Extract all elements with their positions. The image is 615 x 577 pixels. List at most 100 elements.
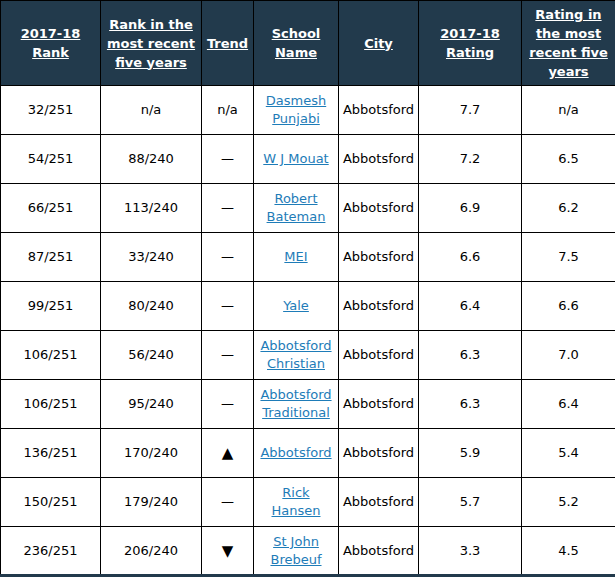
- cell-trend: —: [202, 478, 254, 527]
- cell-rating: 6.3: [419, 380, 522, 429]
- school-link[interactable]: Yale: [283, 298, 309, 313]
- cell-rating5: 6.6: [522, 282, 615, 331]
- cell-rating5: 4.5: [522, 527, 615, 576]
- school-link[interactable]: Abbotsford Christian: [260, 338, 331, 371]
- column-header-city[interactable]: City: [339, 1, 419, 86]
- cell-rating5: 6.2: [522, 184, 615, 233]
- cell-school: Dasmesh Punjabi: [254, 86, 339, 135]
- trend-flat-icon: —: [221, 249, 234, 264]
- cell-school: Yale: [254, 282, 339, 331]
- cell-city: Abbotsford: [339, 135, 419, 184]
- cell-city: Abbotsford: [339, 380, 419, 429]
- column-header-rank-recent[interactable]: Rank in the most recent five years: [101, 1, 202, 86]
- cell-city: Abbotsford: [339, 429, 419, 478]
- cell-rank5: 95/240: [101, 380, 202, 429]
- trend-flat-icon: —: [221, 151, 234, 166]
- cell-rating: 6.6: [419, 233, 522, 282]
- cell-rank: 54/251: [1, 135, 101, 184]
- cell-school: MEI: [254, 233, 339, 282]
- cell-trend: —: [202, 331, 254, 380]
- cell-rank: 106/251: [1, 331, 101, 380]
- table-row: 99/25180/240—YaleAbbotsford6.46.6: [1, 282, 615, 331]
- cell-rank: 87/251: [1, 233, 101, 282]
- cell-rank5: 56/240: [101, 331, 202, 380]
- cell-rating: 7.7: [419, 86, 522, 135]
- school-link[interactable]: W J Mouat: [263, 151, 328, 166]
- cell-trend: —: [202, 233, 254, 282]
- trend-flat-icon: —: [221, 347, 234, 362]
- cell-rating: 6.9: [419, 184, 522, 233]
- cell-school: W J Mouat: [254, 135, 339, 184]
- cell-city: Abbotsford: [339, 184, 419, 233]
- cell-rank5: 206/240: [101, 527, 202, 576]
- cell-trend: ▼: [202, 527, 254, 576]
- cell-school: Abbotsford Traditional: [254, 380, 339, 429]
- school-rankings-table: 2017-18 Rank Rank in the most recent fiv…: [0, 0, 615, 576]
- table-row: 106/25195/240 — Abbotsford TraditionalAbbo…: [1, 380, 615, 429]
- cell-rank5: 179/240: [101, 478, 202, 527]
- trend-up-icon: ▲: [222, 444, 234, 462]
- cell-rank5: 113/240: [101, 184, 202, 233]
- cell-city: Abbotsford: [339, 233, 419, 282]
- table-body: 32/251n/an/aDasmesh PunjabiAbbotsford7.7…: [1, 86, 615, 576]
- cell-rank5: n/a: [101, 86, 202, 135]
- cell-rank: 99/251: [1, 282, 101, 331]
- cell-city: Abbotsford: [339, 331, 419, 380]
- school-link[interactable]: Rick Hansen: [272, 485, 321, 518]
- cell-rating5: 7.5: [522, 233, 615, 282]
- cell-rating: 5.9: [419, 429, 522, 478]
- school-link[interactable]: Robert Bateman: [267, 191, 326, 224]
- cell-rating5: 5.2: [522, 478, 615, 527]
- column-header-rating[interactable]: 2017-18 Rating: [419, 1, 522, 86]
- cell-rating: 6.3: [419, 331, 522, 380]
- cell-rank5: 88/240: [101, 135, 202, 184]
- trend-flat-icon: —: [221, 396, 234, 411]
- cell-trend: —: [202, 135, 254, 184]
- column-header-rank[interactable]: 2017-18 Rank: [1, 1, 101, 86]
- table-row: 87/25133/240 — MEI Abbotsford6.67.5: [1, 233, 615, 282]
- school-rankings-page: 2017-18 Rank Rank in the most recent fiv…: [0, 0, 615, 577]
- cell-school: Abbotsford Christian: [254, 331, 339, 380]
- school-link[interactable]: Dasmesh Punjabi: [266, 93, 326, 126]
- school-link[interactable]: St John Brebeuf: [270, 534, 321, 567]
- cell-school: Robert Bateman: [254, 184, 339, 233]
- school-link[interactable]: Abbotsford Traditional: [260, 387, 331, 420]
- header-row: 2017-18 Rank Rank in the most recent fiv…: [1, 1, 615, 86]
- cell-trend: n/a: [202, 86, 254, 135]
- cell-rating5: n/a: [522, 86, 615, 135]
- cell-school: Rick Hansen: [254, 478, 339, 527]
- table-row: 32/251n/an/aDasmesh PunjabiAbbotsford7.7…: [1, 86, 615, 135]
- table-row: 106/25156/240 — Abbotsford ChristianAbbots…: [1, 331, 615, 380]
- school-link[interactable]: MEI: [284, 249, 307, 264]
- cell-rating: 6.4: [419, 282, 522, 331]
- table-row: 136/251170/240▲AbbotsfordAbbotsford5.95.…: [1, 429, 615, 478]
- cell-rating5: 6.4: [522, 380, 615, 429]
- cell-rank5: 170/240: [101, 429, 202, 478]
- cell-trend: ▲: [202, 429, 254, 478]
- trend-flat-icon: —: [221, 200, 234, 215]
- cell-rank: 150/251: [1, 478, 101, 527]
- cell-school: Abbotsford: [254, 429, 339, 478]
- cell-city: Abbotsford: [339, 527, 419, 576]
- table-row: 66/251113/240—Robert BatemanAbbotsford6.…: [1, 184, 615, 233]
- table-row: 54/25188/240—W J MouatAbbotsford7.26.5: [1, 135, 615, 184]
- cell-trend: —: [202, 282, 254, 331]
- column-header-rating-recent[interactable]: Rating in the most recent five years: [522, 1, 615, 86]
- trend-flat-icon: —: [221, 494, 234, 509]
- school-link[interactable]: Abbotsford: [260, 445, 331, 460]
- column-header-school-name[interactable]: School Name: [254, 1, 339, 86]
- cell-rating5: 6.5: [522, 135, 615, 184]
- cell-rank: 136/251: [1, 429, 101, 478]
- cell-city: Abbotsford: [339, 86, 419, 135]
- trend-flat-icon: —: [221, 298, 234, 313]
- column-header-trend[interactable]: Trend: [202, 1, 254, 86]
- table-row: 150/251179/240—Rick HansenAbbotsford5.75…: [1, 478, 615, 527]
- cell-rating: 5.7: [419, 478, 522, 527]
- table-header: 2017-18 Rank Rank in the most recent fiv…: [1, 1, 615, 86]
- cell-city: Abbotsford: [339, 282, 419, 331]
- trend-down-icon: ▼: [222, 542, 234, 560]
- cell-rank: 106/251: [1, 380, 101, 429]
- cell-rating5: 7.0: [522, 331, 615, 380]
- cell-school: St John Brebeuf: [254, 527, 339, 576]
- cell-rank5: 33/240: [101, 233, 202, 282]
